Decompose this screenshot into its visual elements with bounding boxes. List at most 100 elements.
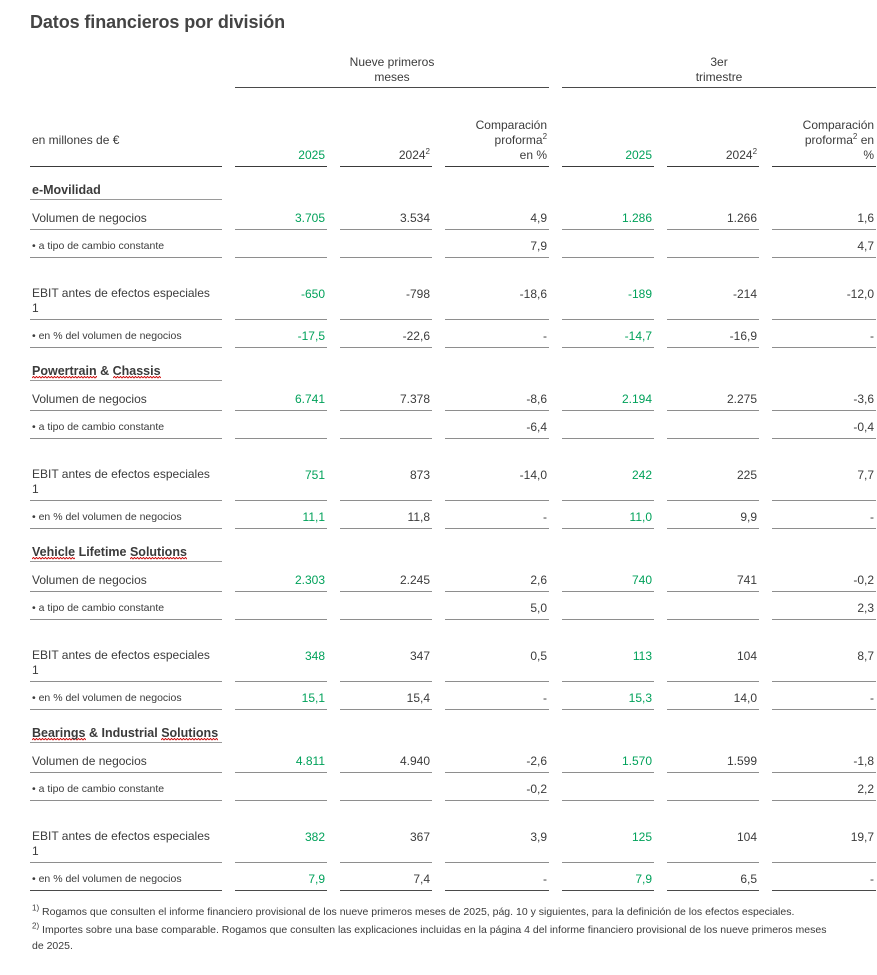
column-gutter [222, 528, 235, 561]
table-cell-value [667, 229, 760, 258]
table-cell-value: -18,6 [445, 257, 550, 320]
column-header-unit: en millones de € [30, 87, 222, 167]
table-cell-value: -1,8 [772, 742, 877, 773]
column-gutter [654, 742, 667, 772]
column-gutter [327, 319, 340, 347]
table-cell-value: 19,7 [772, 800, 877, 863]
table-cell-value: 15,4 [340, 681, 432, 710]
table-cell-value: 1.266 [667, 199, 760, 230]
table-cell-value: 1.286 [562, 199, 655, 230]
row-label: • en % del volumen de negocios [30, 681, 222, 710]
column-gutter [654, 229, 667, 257]
table-cell-value: 4,7 [772, 229, 877, 258]
column-gutter [759, 742, 772, 772]
column-gutter [432, 681, 445, 709]
column-gutter [549, 500, 562, 528]
table-cell-value: -8,6 [445, 380, 550, 411]
column-gutter [327, 500, 340, 528]
column-gutter [759, 319, 772, 347]
column-gutter [222, 619, 235, 681]
row-label: Volumen de negocios [30, 380, 222, 411]
row-label: EBIT antes de efectos especiales 1 [30, 619, 222, 682]
column-gutter [222, 380, 235, 410]
row-label: Volumen de negocios [30, 742, 222, 773]
table-cell-value: 3.534 [340, 199, 432, 230]
column-gutter [654, 199, 667, 229]
table-row-sales: Volumen de negocios 3.705 3.534 4,9 1.286 1.2… [30, 199, 877, 230]
column-gutter [549, 772, 562, 800]
section-heading-spacer [235, 709, 876, 742]
column-gutter [327, 257, 340, 319]
column-header-ytd-2025: 2025 [235, 87, 327, 167]
column-gutter [432, 800, 445, 862]
table-cell-value: 741 [667, 561, 760, 592]
column-gutter [222, 229, 235, 257]
table-row-constant-fx: • a tipo de cambio constante -6,4 -0,4 [30, 410, 877, 439]
table-cell-value: 7,9 [562, 862, 655, 891]
table-cell-value: 15,1 [235, 681, 327, 710]
table-group-header-row: Nueve primeros meses 3er trimestre [30, 41, 877, 88]
column-header-ytd-comparison: Comparación proforma2 en % [445, 87, 550, 167]
column-gutter [759, 380, 772, 410]
column-gutter [327, 199, 340, 229]
column-gutter [432, 500, 445, 528]
row-label: • en % del volumen de negocios [30, 862, 222, 891]
table-cell-value: 15,3 [562, 681, 655, 710]
table-cell-value: 2,2 [772, 772, 877, 801]
table-cell-value: 4.811 [235, 742, 327, 773]
column-gutter [654, 862, 667, 890]
column-gutter [654, 561, 667, 591]
column-gutter [549, 380, 562, 410]
column-gutter [549, 681, 562, 709]
column-gutter [549, 257, 562, 319]
column-gutter [222, 500, 235, 528]
table-cell-value: 3,9 [445, 800, 550, 863]
column-gutter [327, 229, 340, 257]
column-gutter [759, 561, 772, 591]
table-cell-value [562, 410, 655, 439]
table-cell-value: 14,0 [667, 681, 760, 710]
column-gutter [549, 619, 562, 681]
column-header-q3-2025: 2025 [562, 87, 655, 167]
column-header-ytd-2024: 20242 [340, 87, 432, 167]
table-cell-value: -214 [667, 257, 760, 320]
column-gutter [222, 772, 235, 800]
row-label: • a tipo de cambio constante [30, 772, 222, 801]
column-gutter [654, 438, 667, 500]
column-gutter [759, 257, 772, 319]
section-heading-spacer [235, 166, 876, 199]
column-header-q3-comparison: Comparación proforma2 en % [772, 87, 877, 167]
section-heading-row: Powertrain & Chassis [30, 347, 876, 381]
table-cell-value: -650 [235, 257, 327, 320]
column-gutter [759, 862, 772, 890]
table-cell-value: 740 [562, 561, 655, 592]
table-cell-value: -2,6 [445, 742, 550, 773]
row-label: Volumen de negocios [30, 199, 222, 230]
table-cell-value: 751 [235, 438, 327, 501]
table-cell-value: 5,0 [445, 591, 550, 620]
table-cell-value: - [445, 319, 550, 348]
column-gutter [222, 681, 235, 709]
table-cell-value: 7,9 [235, 862, 327, 891]
column-gutter [222, 410, 235, 438]
table-row-ebit: EBIT antes de efectos especiales 1 -650 -79… [30, 257, 877, 320]
column-gutter [549, 862, 562, 890]
table-cell-value: 7,7 [772, 438, 877, 501]
table-cell-value [667, 772, 760, 801]
table-cell-value: 4.940 [340, 742, 432, 773]
table-row-ebit: EBIT antes de efectos especiales 1 382 367 3… [30, 800, 877, 863]
table-cell-value: -22,6 [340, 319, 432, 348]
column-gutter [654, 410, 667, 438]
table-cell-value: -12,0 [772, 257, 877, 320]
table-cell-value: 125 [562, 800, 655, 863]
table-cell-value: 1,6 [772, 199, 877, 230]
column-gutter [654, 619, 667, 681]
section-heading-spacer [235, 528, 876, 561]
column-gutter [222, 257, 235, 319]
table-cell-value [235, 772, 327, 801]
table-cell-value: 4,9 [445, 199, 550, 230]
table-row-ebit-margin: • en % del volumen de negocios -17,5 -22,6… [30, 319, 877, 348]
table-cell-value: 104 [667, 800, 760, 863]
table-cell-value [340, 410, 432, 439]
table-column-header-row: en millones de € 2025 20242 Comparación … [30, 87, 877, 167]
